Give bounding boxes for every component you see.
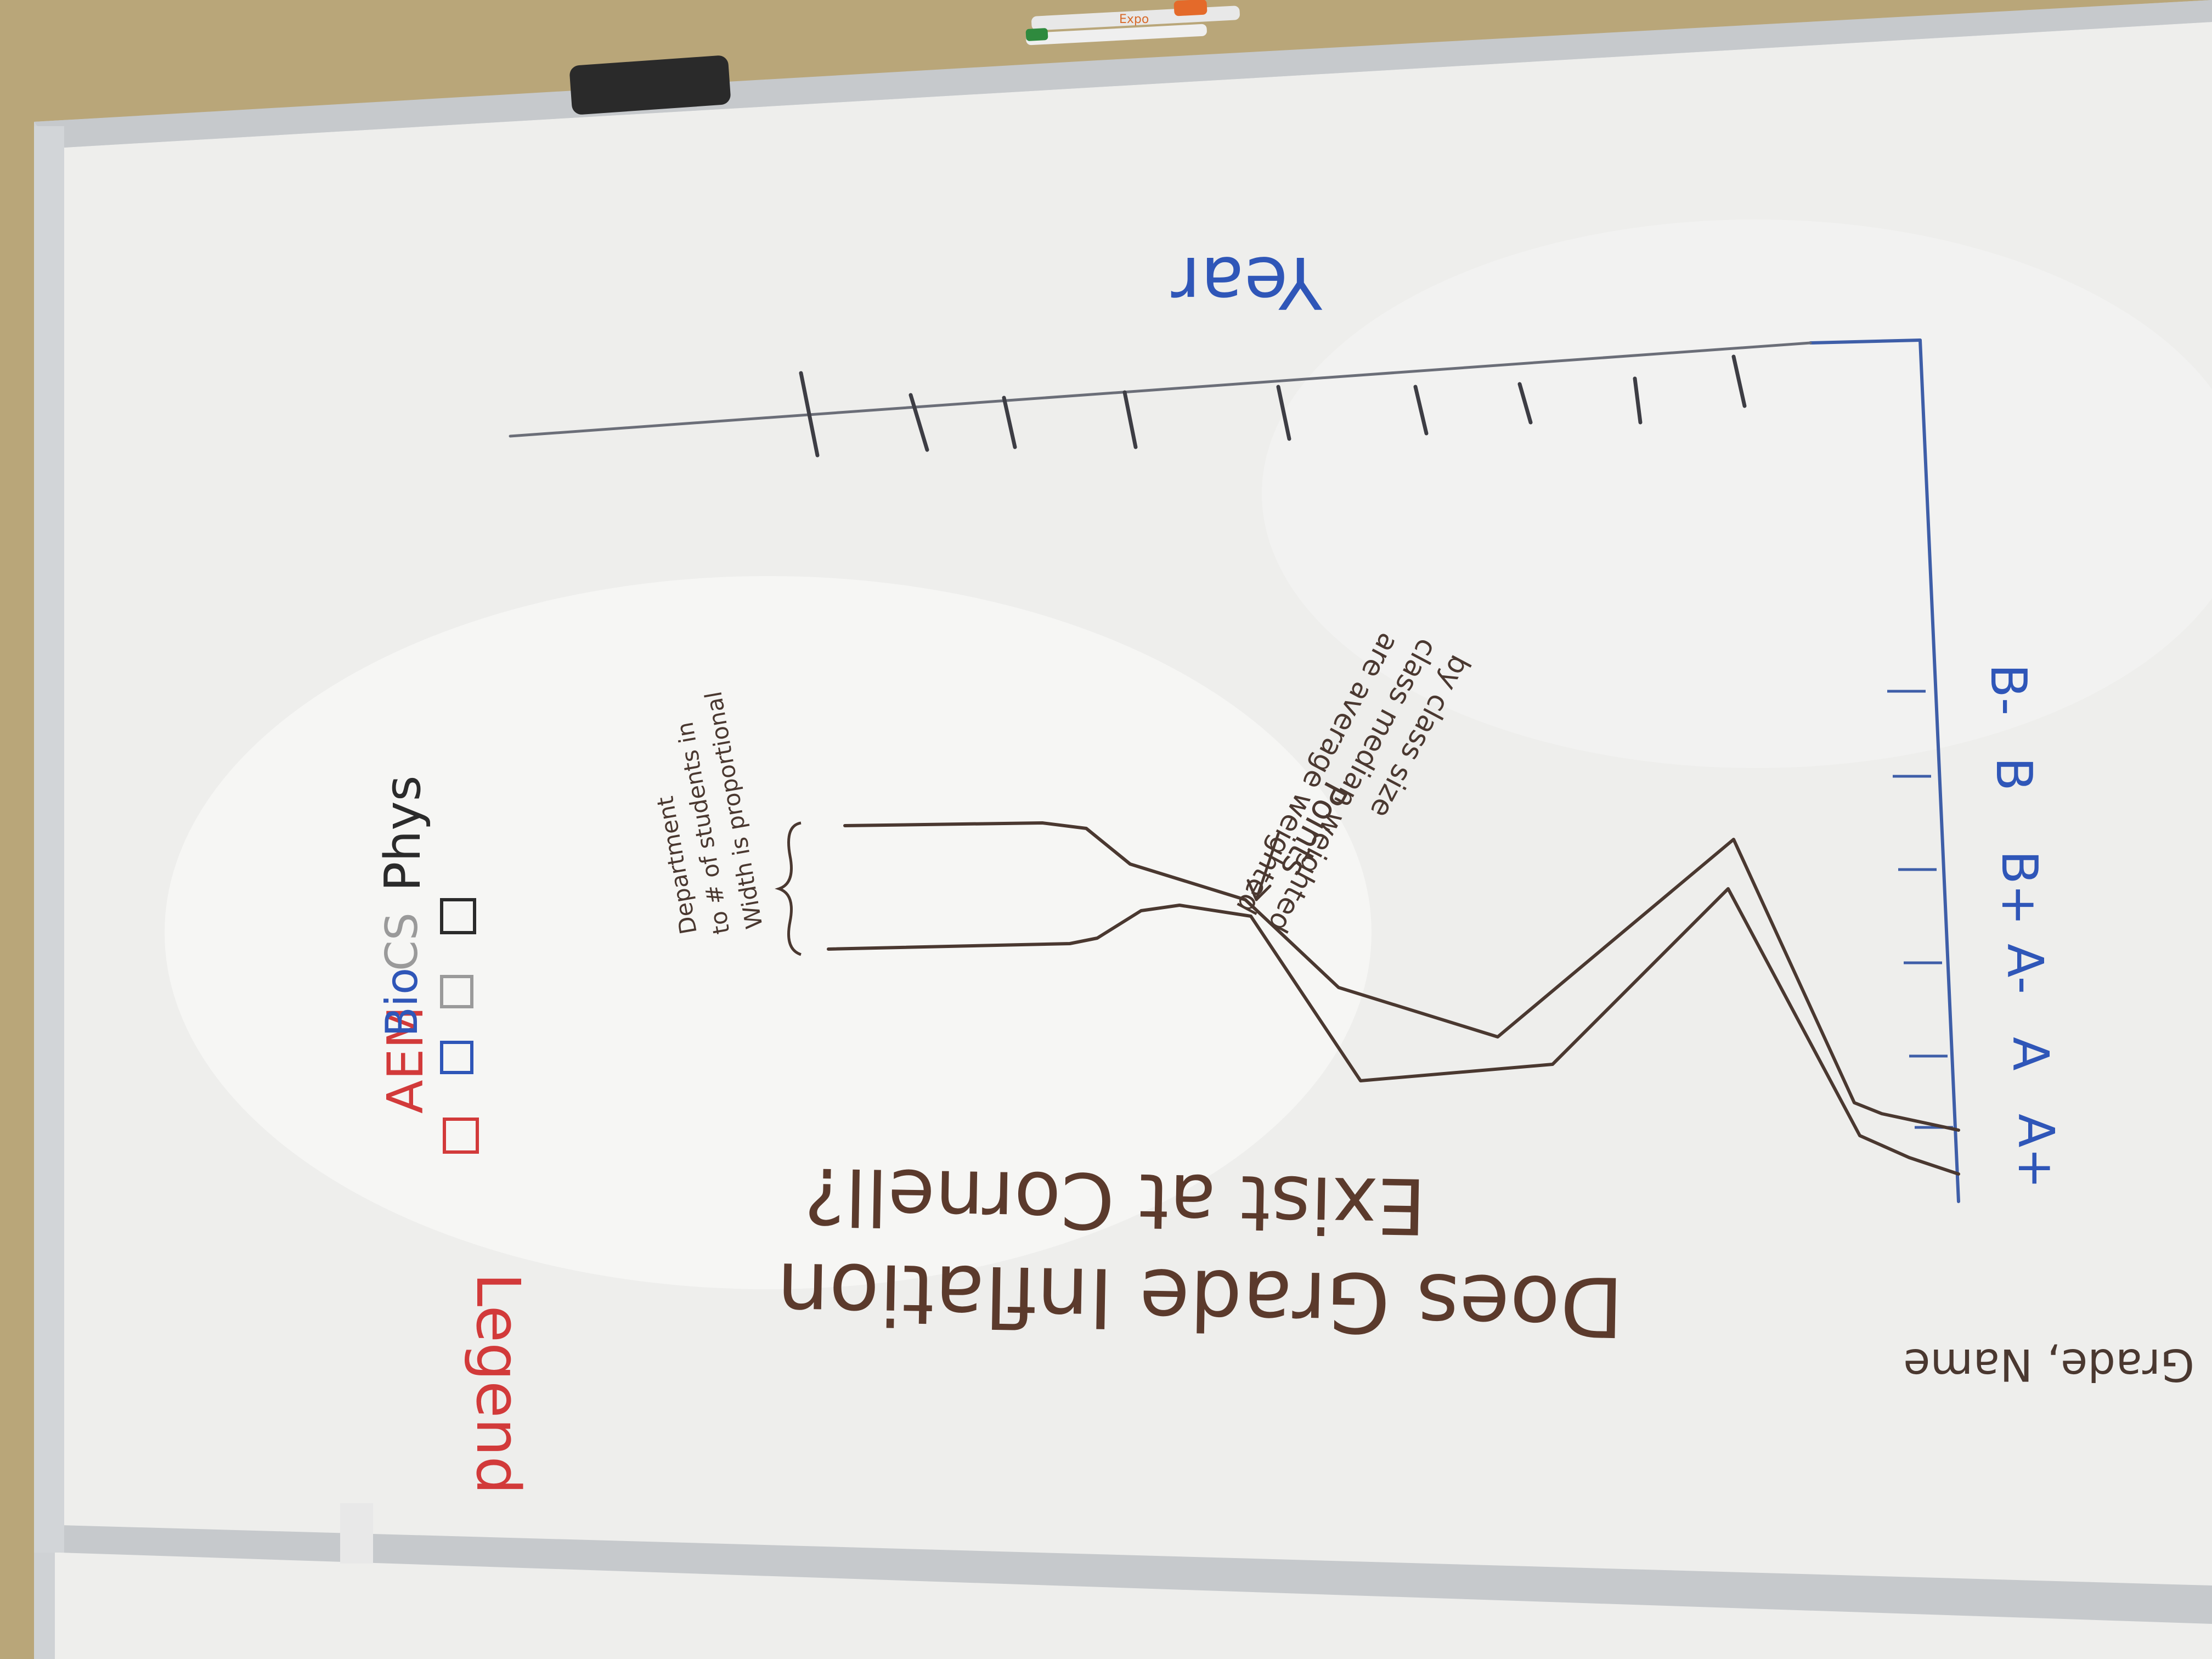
- legend-label-cs: CS: [376, 912, 427, 971]
- title-line1: Does Grade Inflation: [776, 1244, 1624, 1354]
- y-tick-a-plus: A+: [2007, 1114, 2064, 1189]
- eraser: [569, 55, 731, 115]
- glare-2: [1262, 219, 2212, 768]
- legend-item-phys: Phys: [374, 776, 476, 934]
- band-lower-line: [827, 887, 1960, 1176]
- left-frame: [34, 126, 64, 1553]
- x-axis-line: [1809, 338, 1922, 345]
- glare: [165, 576, 1372, 1289]
- y-tick-a-minus: A-: [1996, 944, 2053, 994]
- legend-item-bio: Bio: [376, 968, 473, 1074]
- legend-title: Legend: [463, 1273, 533, 1494]
- brace: [775, 821, 802, 956]
- annotation-arrow: [1246, 832, 1280, 901]
- tray-clip: [340, 1503, 373, 1564]
- bottom-tray: [60, 1525, 2212, 1624]
- marker-logo-text: Expo: [1119, 13, 1149, 26]
- y-axis-ticks: [1887, 690, 1953, 1129]
- y-tick-b-minus: B-: [1979, 664, 2037, 715]
- legend-label-aem: AEM: [377, 1006, 435, 1114]
- markers: [1025, 0, 1240, 46]
- legend-item-cs: CS: [376, 912, 473, 1008]
- y-tick-b-plus: B+: [1990, 850, 2048, 926]
- title-line2: Exist at Cornell?: [804, 1150, 1427, 1250]
- band-upper-line: [843, 821, 1960, 1132]
- x-axis-line-grey: [509, 341, 1812, 438]
- side-label: Grade, Name: [1903, 1339, 2194, 1390]
- y-tick-b: B: [1985, 757, 2042, 791]
- x-axis-label: Year: [1171, 241, 1323, 324]
- data-band: [827, 821, 1960, 1176]
- x-axis-ticks: [799, 354, 1747, 458]
- legend-item-aem: AEM: [377, 1006, 479, 1154]
- legend-label-bio: Bio: [376, 968, 427, 1037]
- y-tick-a: A: [2001, 1037, 2059, 1071]
- chart-axes: [509, 338, 1960, 1203]
- y-axis-line: [1918, 338, 1960, 1203]
- legend-label-phys: Phys: [374, 776, 432, 891]
